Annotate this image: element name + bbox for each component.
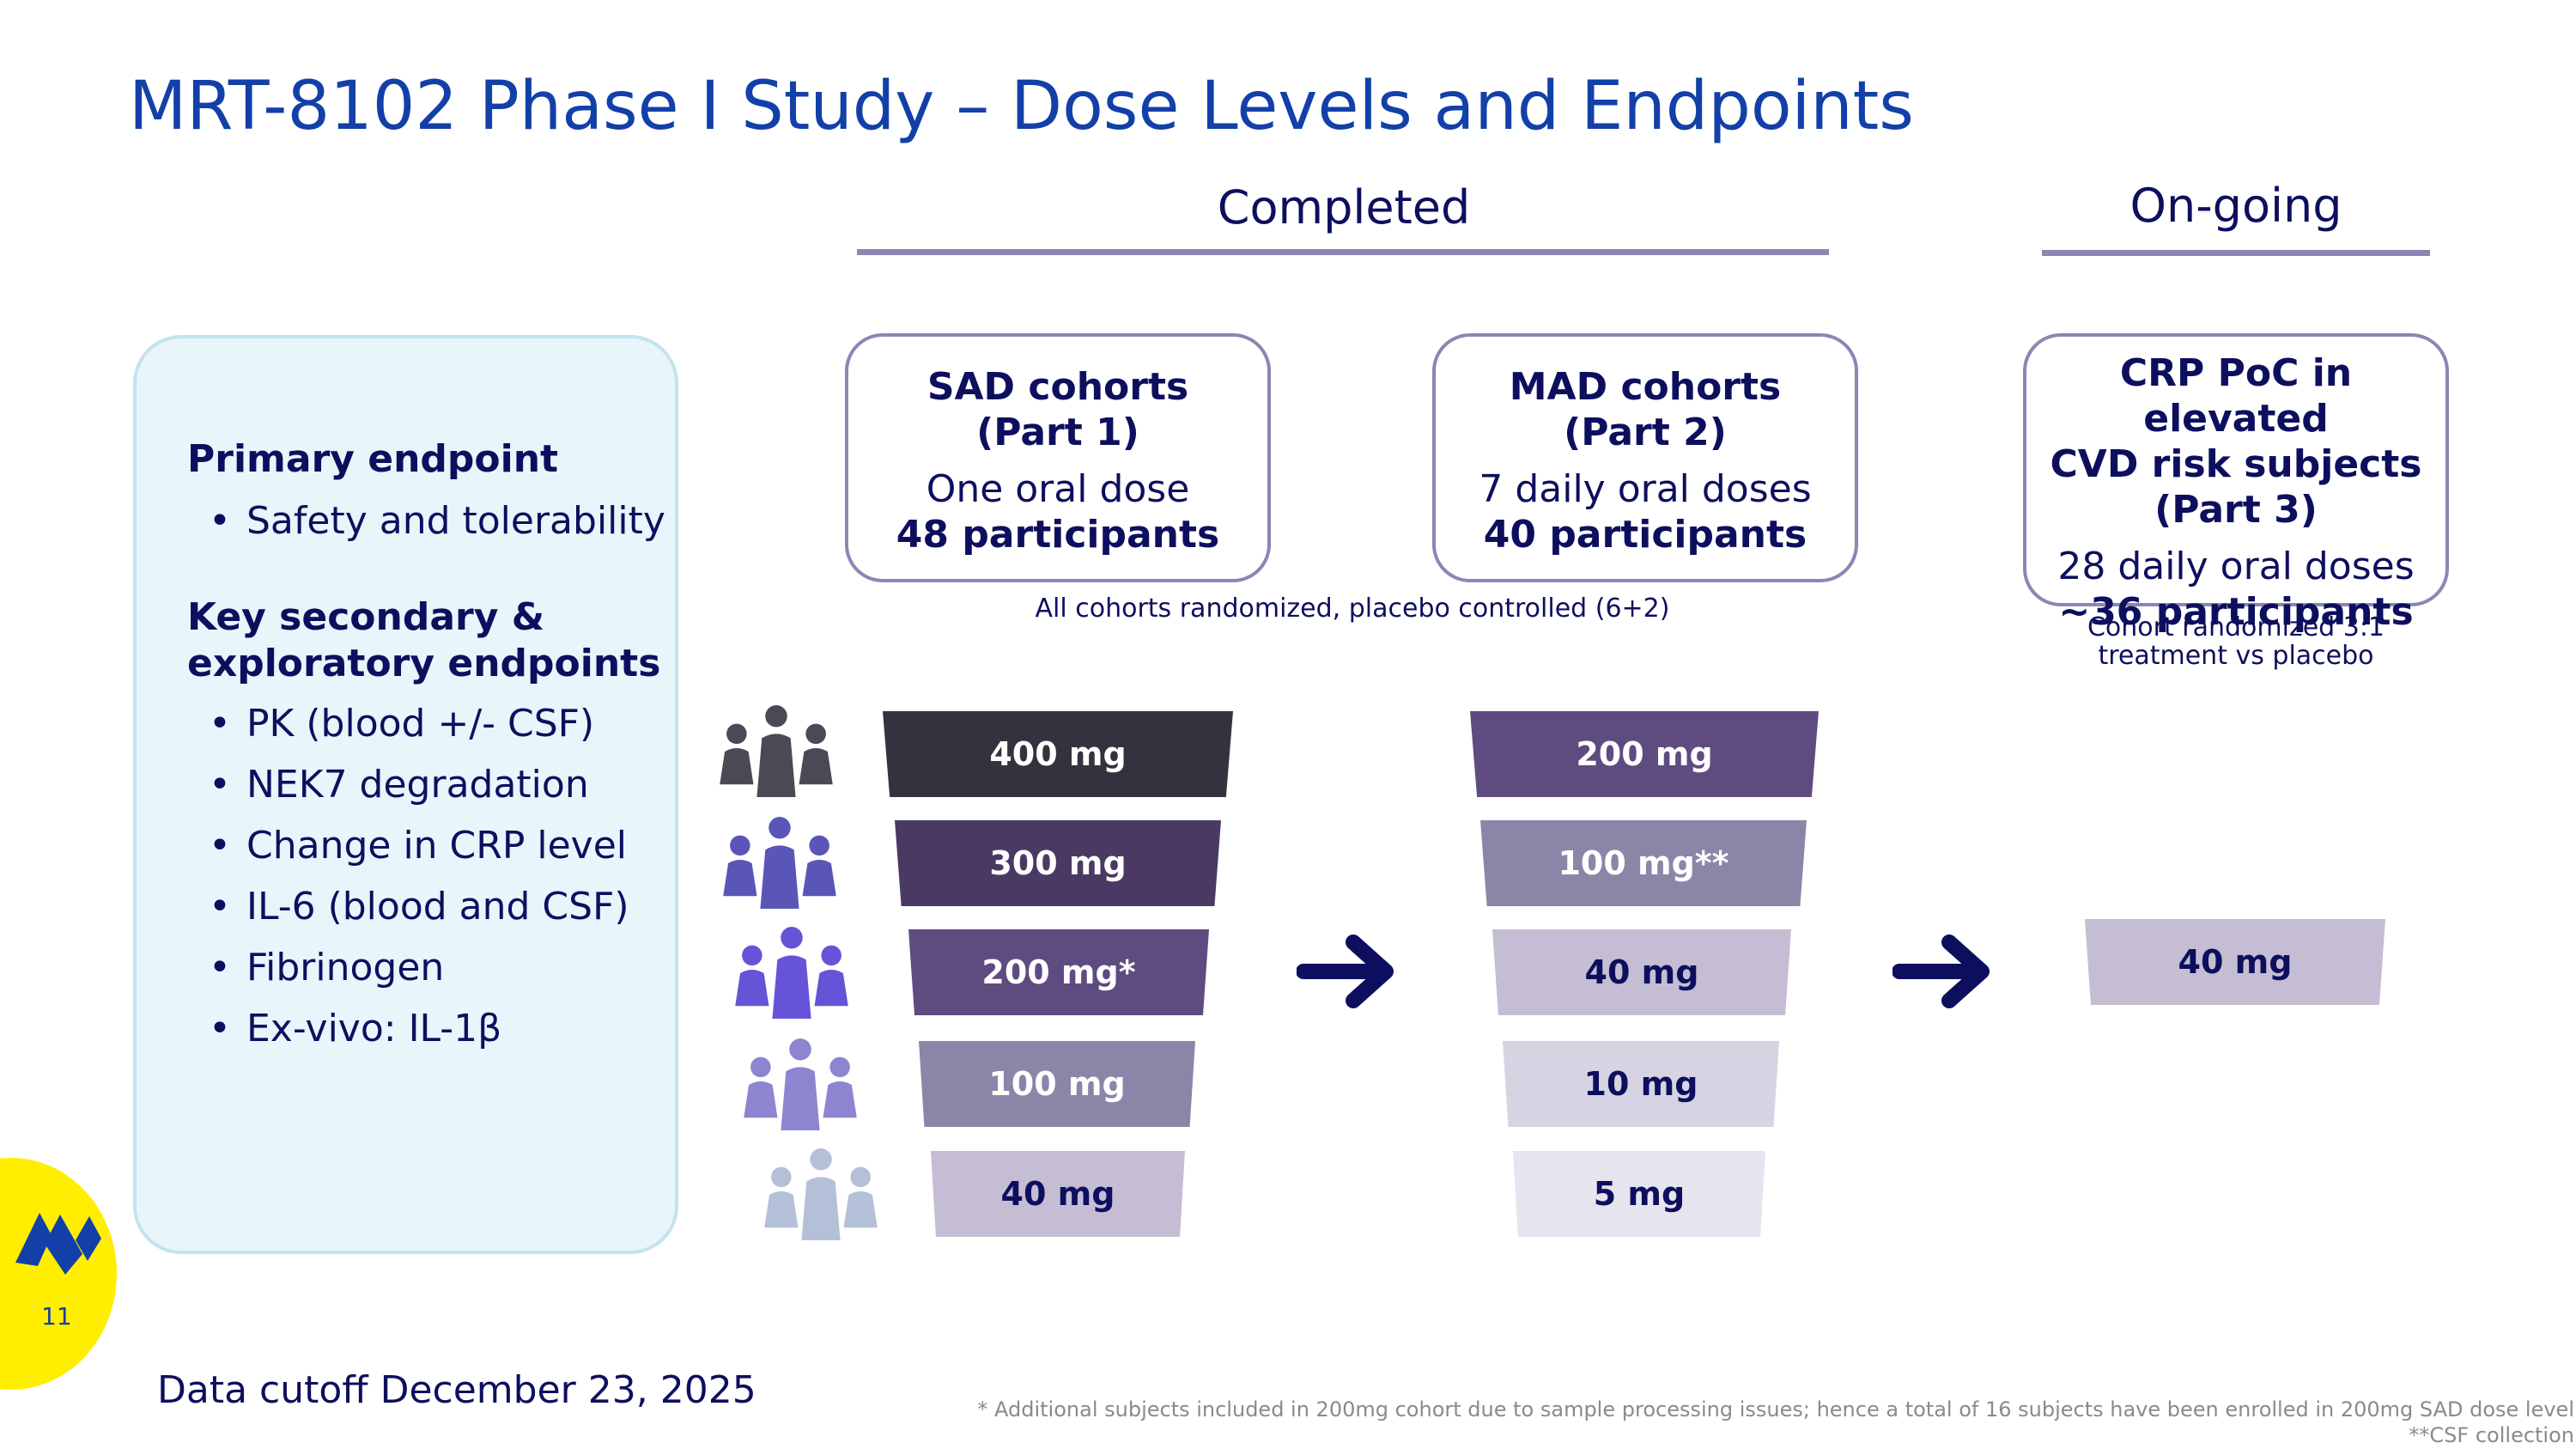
mad-dosing: 7 daily oral doses	[1479, 467, 1812, 511]
mad-title-line2: (Part 2)	[1564, 411, 1727, 454]
bullet-icon: •	[209, 702, 231, 746]
mad-dose-100mg: 100 mg**	[1480, 820, 1807, 906]
people-group-icon	[744, 1038, 857, 1130]
randomized-note: All cohorts randomized, placebo controll…	[1035, 594, 1670, 624]
secondary-endpoint-item: • Change in CRP level	[209, 824, 627, 868]
primary-endpoint-item: • Safety and tolerability	[209, 499, 665, 543]
sad-dose-400mg: 400 mg	[883, 711, 1233, 797]
secondary-endpoint-item: • IL-6 (blood and CSF)	[209, 885, 629, 928]
secondary-endpoint-list: • PK (blood +/- CSF) • NEK7 degradation • C…	[187, 701, 668, 1052]
sad-dose-40mg: 40 mg	[931, 1151, 1185, 1237]
people-group-icon	[720, 704, 833, 797]
mad-dose-5mg: 5 mg	[1513, 1151, 1765, 1237]
sad-title-line1: SAD cohorts	[927, 365, 1189, 409]
secondary-endpoint-item: • NEK7 degradation	[209, 763, 589, 807]
people-group-icon	[764, 1148, 878, 1240]
people-group-icon	[723, 816, 836, 909]
arrow-right-icon	[1893, 935, 1990, 1008]
mad-dose-10mg: 10 mg	[1503, 1041, 1779, 1127]
page-title: MRT-8102 Phase I Study – Dose Levels and…	[129, 68, 1914, 145]
page-number: 11	[41, 1302, 72, 1330]
endpoints-panel	[133, 335, 678, 1254]
sad-dosing: One oral dose	[926, 467, 1190, 511]
crp-randomized-note: Cohort randomized 3:1 treatment vs place…	[2087, 612, 2385, 671]
people-group-icon	[735, 926, 848, 1019]
bullet-icon: •	[209, 499, 231, 543]
crp-title-line1: CRP PoC in elevated	[2119, 351, 2353, 441]
bullet-icon: •	[209, 1007, 231, 1050]
bullet-icon: •	[209, 946, 231, 989]
sad-title-line2: (Part 1)	[976, 411, 1139, 454]
mad-participants: 40 participants	[1483, 513, 1807, 557]
mad-cohort-box: MAD cohorts (Part 2) 7 daily oral doses …	[1432, 333, 1858, 582]
secondary-endpoint-item: • Ex-vivo: IL-1β	[209, 1007, 502, 1050]
completed-heading: Completed	[1217, 180, 1471, 234]
bullet-icon: •	[209, 763, 231, 807]
primary-endpoint-title: Primary endpoint	[187, 437, 559, 481]
sad-cohort-box: SAD cohorts (Part 1) One oral dose 48 pa…	[845, 333, 1271, 582]
crp-dosing: 28 daily oral doses	[2057, 545, 2415, 588]
crp-participants: ~36 participants	[2058, 590, 2414, 634]
secondary-endpoint-item: • PK (blood +/- CSF)	[209, 702, 595, 746]
crp-dose-40mg: 40 mg	[2085, 919, 2385, 1005]
secondary-endpoint-item: • Fibrinogen	[209, 946, 445, 989]
sad-participants: 48 participants	[896, 513, 1220, 557]
footnote-2: **CSF collection	[2409, 1423, 2574, 1447]
sad-dose-100mg: 100 mg	[919, 1041, 1195, 1127]
arrow-right-icon	[1297, 935, 1394, 1008]
crp-title-line3: (Part 3)	[2154, 488, 2318, 532]
crp-cohort-box: CRP PoC in elevated CVD risk subjects (P…	[2023, 333, 2449, 634]
mad-dose-200mg: 200 mg	[1470, 711, 1819, 797]
sad-dose-300mg: 300 mg	[895, 820, 1221, 906]
completed-rule	[857, 249, 1829, 255]
endpoints-content: Primary endpoint • Safety and tolerabilit…	[187, 436, 668, 1052]
mad-title-line1: MAD cohorts	[1509, 365, 1782, 409]
company-logo-icon	[15, 1213, 101, 1275]
secondary-endpoint-title: Key secondary & exploratory endpoints	[187, 595, 661, 685]
footnote-1: * Additional subjects included in 200mg …	[977, 1397, 2574, 1422]
data-cutoff: Data cutoff December 23, 2025	[157, 1368, 756, 1412]
sad-dose-200mg: 200 mg*	[908, 929, 1209, 1015]
bullet-icon: •	[209, 885, 231, 928]
bullet-icon: •	[209, 824, 231, 868]
mad-dose-40mg: 40 mg	[1492, 929, 1791, 1015]
ongoing-rule	[2042, 250, 2430, 256]
crp-title-line2: CVD risk subjects	[2050, 442, 2422, 486]
ongoing-heading: On-going	[2129, 179, 2342, 233]
